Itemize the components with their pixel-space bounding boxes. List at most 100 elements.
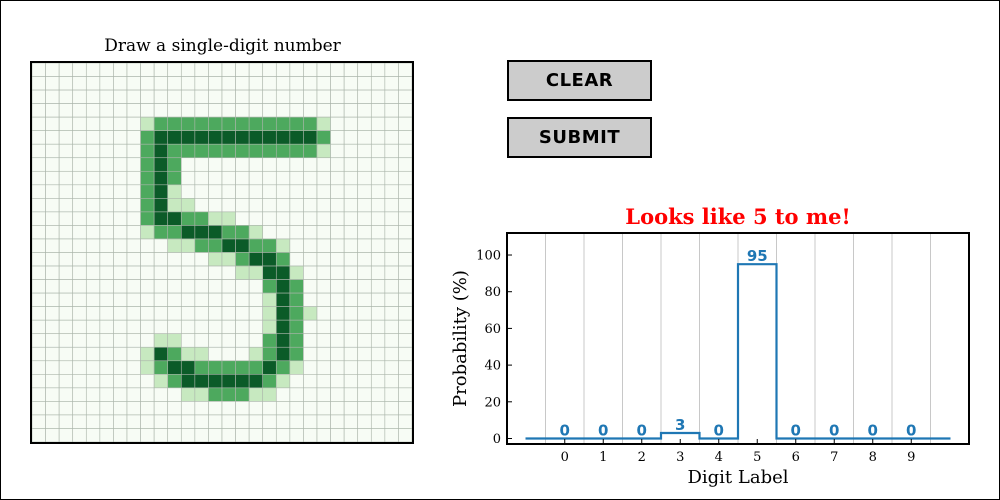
canvas-cell[interactable] — [99, 116, 114, 131]
canvas-cell[interactable] — [194, 333, 209, 348]
canvas-cell[interactable] — [72, 252, 87, 267]
canvas-cell[interactable] — [153, 143, 169, 159]
canvas-cell[interactable] — [357, 319, 372, 335]
canvas-cell[interactable] — [262, 292, 277, 307]
canvas-cell[interactable] — [153, 238, 169, 253]
canvas-cell[interactable] — [140, 103, 155, 118]
canvas-cell[interactable] — [384, 292, 399, 307]
canvas-cell[interactable] — [113, 319, 128, 335]
canvas-cell[interactable] — [153, 63, 169, 77]
canvas-cell[interactable] — [398, 76, 412, 91]
canvas-cell[interactable] — [398, 414, 412, 429]
canvas-cell[interactable] — [180, 225, 196, 240]
canvas-cell[interactable] — [330, 184, 345, 199]
canvas-cell[interactable] — [45, 306, 60, 321]
canvas-cell[interactable] — [343, 360, 359, 375]
canvas-cell[interactable] — [303, 211, 318, 226]
canvas-cell[interactable] — [58, 265, 74, 280]
canvas-cell[interactable] — [208, 333, 223, 348]
canvas-cell[interactable] — [208, 225, 223, 240]
canvas-cell[interactable] — [113, 238, 128, 253]
canvas-cell[interactable] — [235, 401, 250, 416]
canvas-cell[interactable] — [343, 346, 359, 362]
canvas-cell[interactable] — [343, 387, 359, 402]
canvas-cell[interactable] — [113, 116, 128, 131]
canvas-cell[interactable] — [275, 401, 291, 416]
canvas-cell[interactable] — [45, 374, 60, 389]
canvas-cell[interactable] — [113, 292, 128, 307]
canvas-cell[interactable] — [72, 157, 87, 172]
canvas-cell[interactable] — [316, 360, 331, 375]
canvas-cell[interactable] — [167, 414, 182, 429]
canvas-cell[interactable] — [58, 252, 74, 267]
canvas-cell[interactable] — [262, 414, 277, 429]
canvas-cell[interactable] — [303, 252, 318, 267]
canvas-cell[interactable] — [45, 333, 60, 348]
canvas-cell[interactable] — [126, 238, 141, 253]
canvas-cell[interactable] — [85, 360, 101, 375]
canvas-cell[interactable] — [248, 374, 264, 389]
canvas-cell[interactable] — [398, 170, 412, 186]
canvas-cell[interactable] — [208, 414, 223, 429]
canvas-cell[interactable] — [140, 238, 155, 253]
canvas-cell[interactable] — [153, 414, 169, 429]
canvas-cell[interactable] — [85, 116, 101, 131]
canvas-cell[interactable] — [235, 89, 250, 104]
canvas-cell[interactable] — [126, 89, 141, 104]
canvas-cell[interactable] — [316, 346, 331, 362]
canvas-cell[interactable] — [275, 414, 291, 429]
canvas-cell[interactable] — [32, 238, 46, 253]
canvas-cell[interactable] — [140, 252, 155, 267]
canvas-cell[interactable] — [316, 76, 331, 91]
canvas-cell[interactable] — [235, 238, 250, 253]
canvas-cell[interactable] — [113, 130, 128, 145]
canvas-cell[interactable] — [275, 238, 291, 253]
canvas-cell[interactable] — [330, 428, 345, 442]
canvas-cell[interactable] — [85, 319, 101, 335]
canvas-cell[interactable] — [357, 63, 372, 77]
canvas-cell[interactable] — [343, 76, 359, 91]
canvas-cell[interactable] — [99, 374, 114, 389]
canvas-cell[interactable] — [45, 292, 60, 307]
canvas-cell[interactable] — [126, 184, 141, 199]
canvas-cell[interactable] — [99, 346, 114, 362]
canvas-cell[interactable] — [99, 63, 114, 77]
canvas-cell[interactable] — [167, 116, 182, 131]
canvas-cell[interactable] — [45, 414, 60, 429]
canvas-cell[interactable] — [126, 157, 141, 172]
canvas-cell[interactable] — [357, 170, 372, 186]
canvas-cell[interactable] — [153, 279, 169, 294]
canvas-cell[interactable] — [370, 184, 386, 199]
canvas-cell[interactable] — [289, 143, 304, 159]
canvas-cell[interactable] — [357, 157, 372, 172]
canvas-cell[interactable] — [316, 211, 331, 226]
canvas-cell[interactable] — [113, 89, 128, 104]
canvas-cell[interactable] — [275, 306, 291, 321]
canvas-cell[interactable] — [303, 225, 318, 240]
canvas-cell[interactable] — [235, 143, 250, 159]
canvas-cell[interactable] — [167, 319, 182, 335]
canvas-cell[interactable] — [153, 198, 169, 213]
canvas-cell[interactable] — [370, 211, 386, 226]
canvas-cell[interactable] — [153, 225, 169, 240]
canvas-cell[interactable] — [99, 428, 114, 442]
canvas-cell[interactable] — [99, 143, 114, 159]
canvas-cell[interactable] — [303, 265, 318, 280]
canvas-cell[interactable] — [180, 252, 196, 267]
canvas-cell[interactable] — [330, 265, 345, 280]
canvas-cell[interactable] — [113, 157, 128, 172]
canvas-cell[interactable] — [248, 360, 264, 375]
canvas-cell[interactable] — [153, 360, 169, 375]
canvas-cell[interactable] — [85, 76, 101, 91]
canvas-cell[interactable] — [194, 157, 209, 172]
canvas-cell[interactable] — [343, 401, 359, 416]
canvas-cell[interactable] — [208, 76, 223, 91]
canvas-cell[interactable] — [398, 89, 412, 104]
canvas-cell[interactable] — [343, 63, 359, 77]
canvas-cell[interactable] — [45, 198, 60, 213]
canvas-cell[interactable] — [45, 130, 60, 145]
canvas-cell[interactable] — [221, 333, 236, 348]
canvas-cell[interactable] — [330, 143, 345, 159]
canvas-cell[interactable] — [45, 89, 60, 104]
canvas-cell[interactable] — [384, 306, 399, 321]
